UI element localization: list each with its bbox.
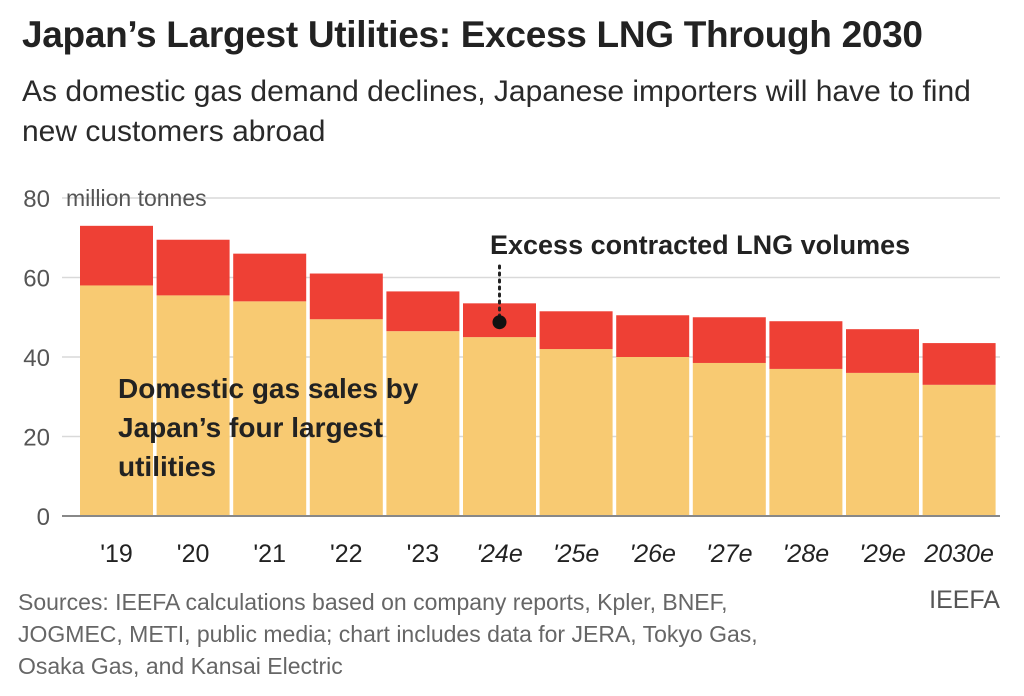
bar-excess	[692, 317, 766, 363]
annotation-pointer-dot	[492, 315, 507, 330]
bar-excess	[233, 253, 307, 302]
annotation-excess-label: Excess contracted LNG volumes	[490, 230, 910, 260]
bars	[80, 225, 996, 516]
bar-excess	[156, 239, 230, 296]
bar-domestic	[463, 337, 536, 516]
x-tick-label: '25e	[553, 540, 599, 568]
bar-domestic	[80, 285, 153, 516]
chart-subtitle: As domestic gas demand declines, Japanes…	[22, 75, 971, 148]
bar-excess	[539, 311, 613, 350]
x-tick-label: '28e	[783, 540, 829, 568]
bar-excess	[386, 291, 460, 332]
brand-label: IEEFA	[929, 586, 1000, 614]
x-tick-label: '27e	[706, 540, 752, 568]
chart-title: Japan’s Largest Utilities: Excess LNG Th…	[22, 14, 923, 55]
x-tick-label: '29e	[859, 540, 905, 568]
bar-domestic	[922, 384, 996, 516]
bar-domestic	[692, 362, 766, 516]
x-tick-label: '23	[407, 540, 440, 568]
bar-excess	[769, 321, 843, 369]
x-tick-label: '19	[100, 540, 133, 568]
x-tick-label: '26e	[629, 540, 675, 568]
y-tick-label: 40	[23, 345, 50, 372]
source-note: Sources: IEEFA calculations based on com…	[18, 589, 758, 679]
x-tick-label: '20	[177, 540, 210, 568]
bar-domestic	[386, 331, 460, 516]
y-tick-label: 0	[37, 504, 50, 531]
y-tick-label: 60	[23, 266, 50, 293]
bar-excess	[309, 273, 383, 320]
y-tick-label: 20	[23, 425, 50, 452]
annotation-domestic-line: utilities	[118, 451, 216, 482]
x-tick-label: 2030e	[923, 540, 994, 568]
bar-domestic	[309, 319, 383, 516]
bar-excess	[922, 343, 996, 385]
x-tick-label: '21	[253, 540, 286, 568]
y-tick-label: 80	[23, 186, 50, 213]
annotations: Domestic gas sales by Japan’s four larges…	[118, 230, 910, 482]
x-tick-label: '24e	[476, 540, 522, 568]
bar-domestic	[233, 301, 307, 516]
x-tick-label: '22	[330, 540, 363, 568]
annotation-domestic-line: Domestic gas sales by	[118, 373, 419, 404]
bar-excess	[80, 225, 153, 286]
bar-excess	[846, 329, 919, 373]
bar-excess	[616, 315, 690, 357]
bar-domestic	[156, 295, 230, 516]
bar-domestic	[769, 368, 843, 516]
bar-domestic	[616, 357, 690, 516]
stacked-bar-chart: 0 20 40 60 80 million tonnes '19 '20 '21 '22 '23 '2…	[23, 185, 1000, 568]
annotation-domestic-line: Japan’s four largest	[118, 412, 383, 443]
axes: 0 20 40 60 80 million tonnes '19 '20 '21 '22 '23 '2…	[23, 185, 1000, 568]
bar-domestic	[846, 372, 919, 516]
y-unit-label: million tonnes	[66, 185, 207, 211]
bar-domestic	[539, 349, 613, 516]
